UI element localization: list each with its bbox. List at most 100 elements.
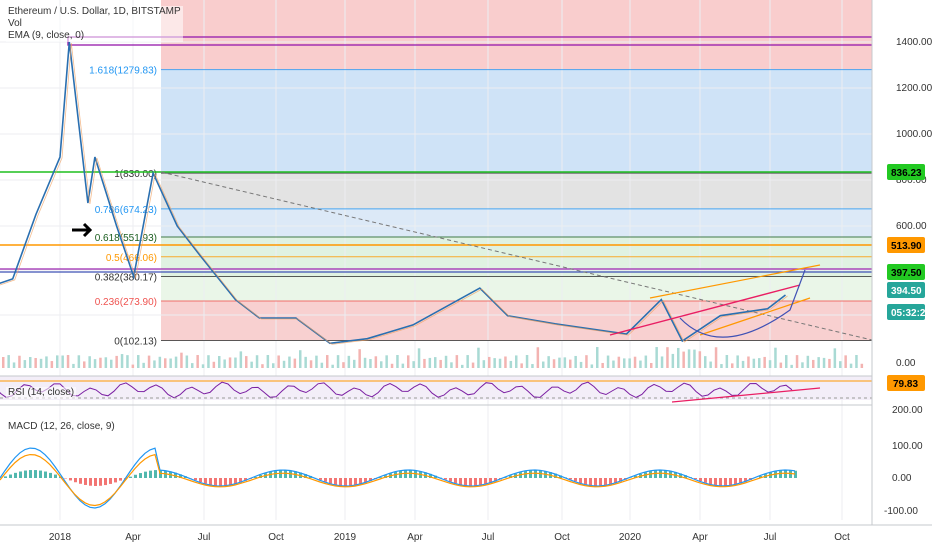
macd-histogram-bar: [474, 478, 477, 486]
macd-histogram-bar: [84, 478, 87, 485]
volume-bar: [596, 347, 599, 368]
macd-histogram-bar: [469, 478, 472, 486]
volume-bar: [142, 362, 145, 368]
macd-histogram-bar: [444, 478, 447, 480]
macd-legend[interactable]: MACD (12, 26, close, 9): [6, 421, 117, 433]
fib-label: 0.786(674.23): [95, 205, 157, 216]
macd-histogram-bar: [134, 474, 137, 478]
volume-bar: [563, 357, 567, 368]
volume-bar: [612, 360, 615, 368]
volume-bar: [423, 358, 426, 368]
rsi-panel: [0, 375, 932, 403]
macd-histogram-bar: [214, 478, 217, 486]
volume-bar: [704, 356, 707, 368]
volume-bar: [45, 356, 48, 368]
time-tick-label: Apr: [692, 532, 708, 543]
volume-bar: [828, 358, 831, 368]
volume-bar: [282, 360, 286, 368]
macd-histogram-bar: [604, 478, 607, 486]
macd-panel: [0, 404, 932, 509]
volume-bar: [336, 355, 340, 368]
macd-histogram-bar: [304, 474, 307, 478]
volume-bar: [428, 357, 432, 368]
price-axis: 1400.00 1200.00 1000.00 800.00 600.00 0.00 200…: [871, 0, 932, 525]
macd-tick-label: 200.00: [892, 405, 923, 416]
volume-bars: [2, 347, 864, 368]
volume-bar: [450, 362, 453, 368]
volume-bar: [147, 355, 151, 368]
volume-bar: [714, 347, 718, 368]
volume-bar: [547, 356, 550, 368]
macd-histogram-bar: [589, 478, 592, 486]
macd-histogram-bar: [399, 470, 402, 478]
macd-histogram-bar: [199, 478, 202, 483]
macd-histogram-bar: [714, 478, 717, 486]
macd-histogram-bar: [69, 478, 72, 481]
price-tag-label: 513.90: [891, 241, 922, 252]
macd-histogram-bar: [339, 478, 342, 486]
macd-histogram-bar: [494, 478, 497, 482]
macd-histogram-bar: [694, 478, 697, 480]
volume-bar: [671, 353, 675, 368]
macd-histogram-bar: [129, 476, 132, 478]
volume-bar: [104, 357, 108, 368]
macd-histogram-bar: [179, 474, 182, 478]
volume-bar: [164, 358, 167, 368]
volume-bar: [137, 355, 140, 368]
volume-bar: [347, 355, 351, 368]
volume-bar: [288, 356, 291, 368]
volume-bar: [434, 357, 437, 368]
volume-bar: [326, 355, 329, 368]
volume-bar: [23, 360, 27, 368]
volume-bar: [785, 355, 788, 368]
volume-bar: [860, 363, 864, 368]
macd-histogram-bar: [364, 478, 367, 483]
macd-tick-label: 0.00: [892, 473, 912, 484]
volume-bar: [131, 364, 135, 368]
volume-bar: [606, 355, 610, 368]
volume-bar: [736, 355, 739, 368]
volume-bar: [768, 360, 772, 368]
arrow-icon: [72, 222, 93, 238]
volume-bar: [34, 358, 37, 368]
volume-bar: [110, 359, 113, 368]
time-tick-label: 2020: [619, 532, 642, 543]
macd-histogram-bar: [354, 478, 357, 486]
chart-title-legend[interactable]: Ethereum / U.S. Dollar, 1D, BITSTAMP Vol…: [6, 6, 183, 42]
macd-histogram-bar: [274, 470, 277, 478]
macd-histogram-bar: [779, 470, 782, 478]
volume-bar: [531, 364, 534, 368]
volume-tick-label: 0.00: [896, 358, 916, 369]
macd-histogram-bar: [54, 474, 57, 478]
volume-bar: [515, 355, 518, 368]
macd-histogram-bar: [724, 478, 727, 486]
volume-bar: [120, 354, 124, 368]
macd-histogram-bar: [44, 471, 47, 478]
volume-bar: [315, 355, 318, 368]
price-tick-label: 1000.00: [896, 129, 932, 140]
volume-bar: [731, 363, 734, 368]
price-tag: [887, 282, 925, 298]
volume-bar: [542, 361, 545, 368]
time-axis: 2018 Apr Jul Oct 2019 Apr Jul Oct 2020 Apr Jul Oct: [0, 524, 932, 543]
macd-histogram-bar: [789, 470, 792, 478]
price-tag-label: 397.50: [891, 268, 922, 279]
fib-label: 1(830.00): [114, 169, 157, 180]
rsi-legend[interactable]: RSI (14, close): [6, 387, 77, 399]
macd-histogram-bar: [369, 478, 372, 482]
volume-bar: [77, 355, 81, 368]
macd-histogram-bar: [654, 470, 657, 478]
zone-bottom-red: [161, 301, 872, 341]
macd-histogram-bar: [209, 478, 212, 485]
fib-label: 0.236(273.90): [95, 297, 157, 308]
macd-histogram-bar: [329, 478, 332, 484]
time-tick-label: Apr: [407, 532, 423, 543]
price-tags: 836.23 513.90 397.50 394.50 05:32:24 79.83: [887, 164, 931, 391]
macd-histogram-bar: [4, 476, 7, 478]
volume-bar: [56, 355, 59, 368]
macd-histogram-bar: [139, 473, 142, 478]
volume-bar: [693, 349, 696, 368]
macd-histogram-bar: [664, 470, 667, 478]
volume-bar: [747, 356, 750, 368]
